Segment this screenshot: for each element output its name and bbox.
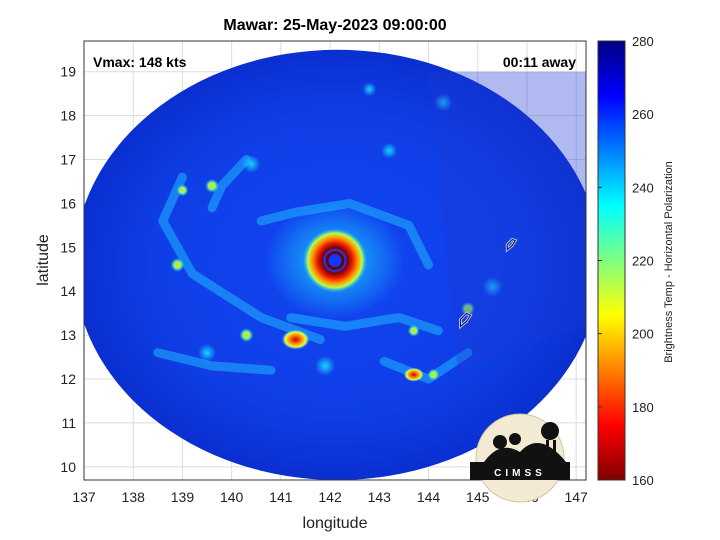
colorbar-tick-label: 260 [632, 107, 654, 122]
rain-band [286, 313, 443, 336]
colorbar-tick-label: 220 [632, 254, 654, 269]
rain-band [158, 172, 325, 345]
colorbar-tick-label: 160 [632, 473, 654, 488]
y-tick-label: 17 [60, 152, 76, 168]
colorbar-ticks: 160 180 200 220 240 260 280 [598, 34, 654, 488]
convective-cell [198, 343, 217, 362]
convective-cell [170, 257, 185, 272]
colorbar-tick-label: 240 [632, 180, 654, 195]
rain-band [379, 348, 473, 384]
convective-cell [381, 142, 398, 159]
y-tick-label: 14 [60, 283, 76, 299]
y-tick-label: 15 [60, 239, 76, 255]
y-tick-labels: 10 11 12 13 14 15 16 17 18 19 [60, 64, 76, 475]
y-tick-label: 10 [60, 459, 76, 475]
y-tick-label: 19 [60, 64, 76, 80]
convective-cell [315, 355, 336, 376]
convective-cell [204, 178, 219, 193]
y-axis-label: latitude [35, 234, 52, 286]
convective-cell [407, 324, 420, 337]
axes-frame [83, 40, 587, 481]
time-offset-annotation: 00:11 away [503, 54, 576, 70]
rain-band [153, 348, 276, 375]
colorbar-tick-label: 180 [632, 400, 654, 415]
convective-cell [362, 82, 377, 97]
convective-cell [242, 154, 261, 173]
logo-text: CIMSS [494, 468, 546, 479]
x-tick-label: 137 [72, 489, 96, 505]
convective-cell [239, 328, 254, 343]
vmax-annotation: Vmax: 148 kts [93, 54, 187, 70]
brightness-temp-image [84, 49, 586, 480]
x-tick-label: 140 [220, 489, 244, 505]
coastline-guam-outline [460, 312, 472, 328]
x-tick-label: 142 [318, 489, 342, 505]
rain-band [207, 155, 251, 213]
swath-seam [428, 71, 586, 371]
convective-cell [427, 368, 440, 381]
x-tick-label: 144 [417, 489, 441, 505]
x-tick-label: 143 [368, 489, 392, 505]
y-tick-label: 11 [61, 415, 76, 431]
hot-cell [281, 329, 310, 350]
y-tick-label: 18 [60, 108, 76, 124]
x-tick-label: 138 [122, 489, 146, 505]
rain-band [256, 198, 434, 270]
convective-cell [434, 93, 453, 112]
colorbar-label: Brightness Temp - Horizontal Polarizatio… [663, 161, 675, 363]
convective-cell [176, 184, 189, 197]
x-axis-label: longitude [303, 515, 368, 532]
convective-cell [482, 276, 503, 297]
coastline-rota-outline [506, 238, 517, 251]
y-tick-label: 12 [60, 371, 76, 387]
colorbar-tick-label: 280 [632, 34, 654, 49]
x-tick-label: 147 [564, 489, 588, 505]
cimss-logo: CIMSS [470, 413, 570, 503]
colorbar [597, 40, 626, 481]
convective-cell [460, 301, 475, 316]
chart-title: Mawar: 25-May-2023 09:00:00 [223, 17, 446, 34]
colorbar-tick-label: 200 [632, 327, 654, 342]
y-tick-label: 13 [60, 327, 76, 343]
storm-eye [325, 251, 345, 270]
x-tick-label: 145 [466, 489, 490, 505]
hot-cell [403, 367, 424, 382]
x-tick-label: 141 [269, 489, 293, 505]
y-tick-label: 16 [60, 195, 76, 211]
x-tick-label: 139 [171, 489, 195, 505]
